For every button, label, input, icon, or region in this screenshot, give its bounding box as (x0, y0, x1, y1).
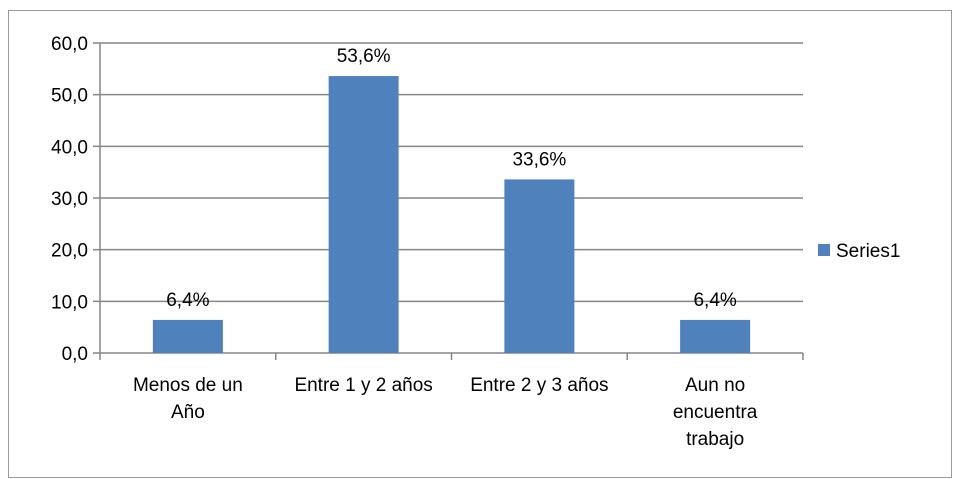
legend-label: Series1 (836, 241, 900, 262)
bar (680, 320, 750, 353)
data-label: 53,6% (337, 46, 391, 67)
x-category-label-line: Menos de un (133, 375, 243, 396)
y-tick-label: 20,0 (51, 241, 88, 262)
x-category-label: Aun no encuentra trabajo (673, 375, 758, 450)
x-category-label: Entre 2 y 3 años (470, 375, 608, 396)
x-category-label: Entre 1 y 2 años (294, 375, 432, 396)
data-label: 6,4% (166, 290, 209, 311)
y-tick-label: 30,0 (51, 189, 88, 210)
y-tick-label: 10,0 (51, 292, 88, 313)
x-category-label-line: Año (171, 402, 205, 423)
x-category-label-line: Entre 1 y 2 años (294, 375, 432, 396)
x-category-label-line: Entre 2 y 3 años (470, 375, 608, 396)
x-category-label-line: trabajo (686, 429, 744, 450)
y-tick-label: 50,0 (51, 86, 88, 107)
bar (153, 320, 223, 353)
y-tick-label: 40,0 (51, 137, 88, 158)
y-tick-label: 60,0 (51, 34, 88, 55)
data-label: 6,4% (693, 290, 736, 311)
x-category-label: Menos de un Año (133, 375, 243, 423)
x-category-label-line: encuentra (673, 402, 758, 423)
bar (329, 76, 399, 353)
legend-swatch (818, 244, 830, 256)
x-category-label-line: Aun no (685, 375, 745, 396)
y-tick-label: 0,0 (62, 344, 88, 365)
data-label: 33,6% (512, 149, 566, 170)
bar (504, 179, 574, 353)
